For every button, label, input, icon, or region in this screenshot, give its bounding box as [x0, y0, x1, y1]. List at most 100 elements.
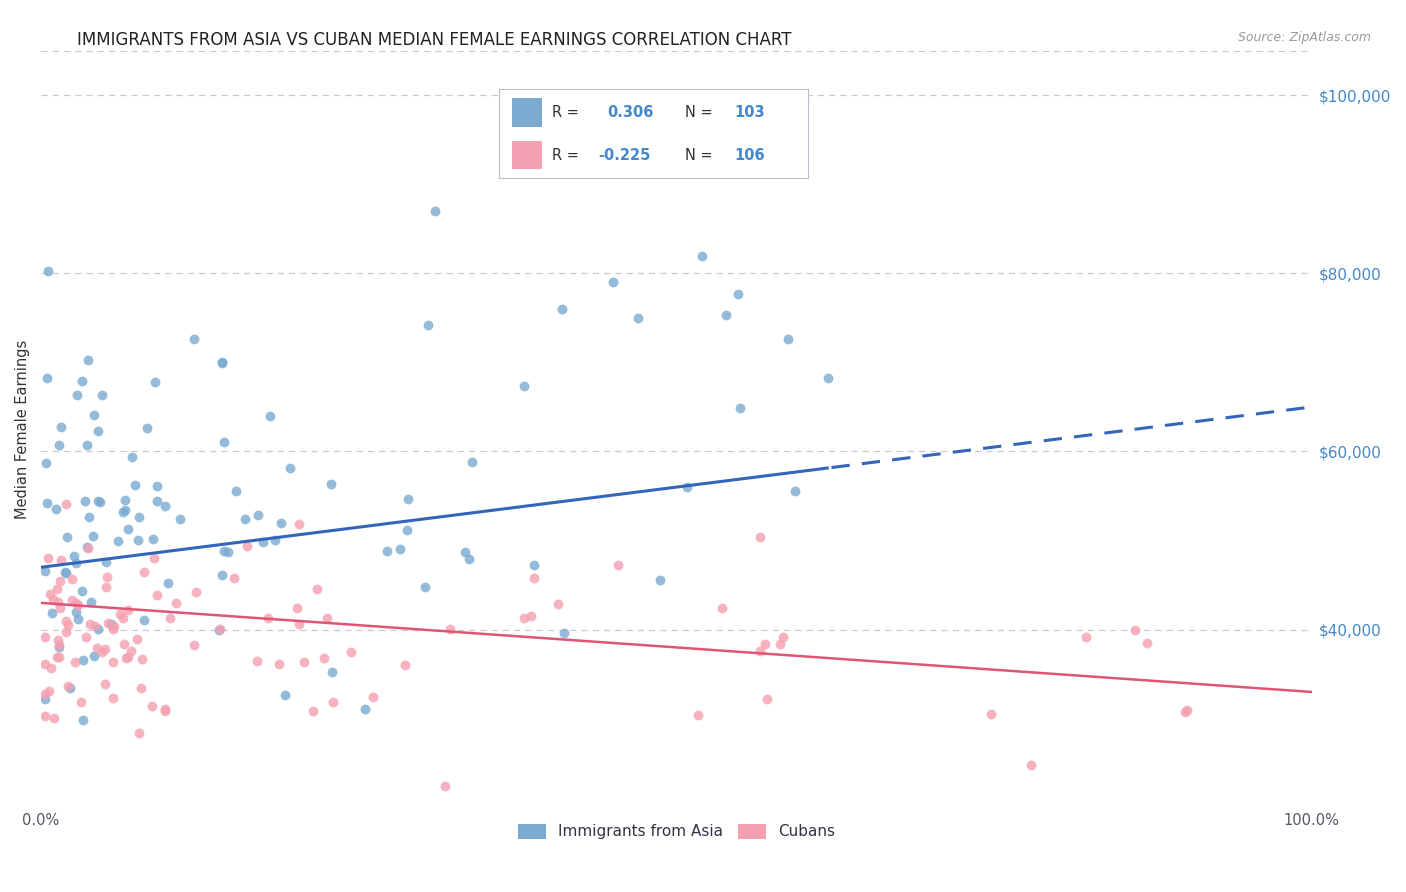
Point: [77, 352, 100, 367]
Point: [606, 558, 628, 572]
Point: [423, 204, 446, 219]
Point: [117, 603, 139, 617]
Point: [754, 637, 776, 651]
Point: [523, 558, 546, 572]
Text: N =: N =: [685, 105, 713, 120]
Point: [65, 556, 87, 570]
Point: [70, 584, 93, 599]
Point: [246, 654, 269, 668]
Point: [121, 450, 143, 464]
Point: [169, 512, 191, 526]
Text: Source: ZipAtlas.com: Source: ZipAtlas.com: [1237, 31, 1371, 45]
Point: [755, 692, 778, 706]
Point: [727, 287, 749, 301]
Point: [107, 533, 129, 548]
Point: [155, 499, 177, 513]
Point: [38, 684, 60, 698]
Y-axis label: Median Female Earnings: Median Female Earnings: [15, 340, 30, 519]
Point: [117, 649, 139, 664]
Point: [37, 264, 59, 278]
Point: [523, 572, 546, 586]
Point: [103, 655, 125, 669]
Point: [42, 711, 65, 725]
Point: [776, 332, 799, 346]
Point: [120, 644, 142, 658]
Point: [1074, 630, 1097, 644]
Point: [117, 523, 139, 537]
Point: [76, 540, 98, 554]
Point: [1174, 706, 1197, 720]
Point: [183, 639, 205, 653]
Point: [222, 571, 245, 585]
Point: [553, 625, 575, 640]
Point: [278, 460, 301, 475]
Point: [75, 630, 97, 644]
Point: [319, 476, 342, 491]
Point: [302, 704, 325, 718]
Point: [103, 619, 125, 633]
Point: [155, 702, 177, 716]
Point: [214, 434, 236, 449]
Point: [76, 438, 98, 452]
Point: [785, 483, 807, 498]
Point: [769, 637, 792, 651]
Point: [89, 495, 111, 509]
Point: [728, 401, 751, 415]
Point: [389, 541, 412, 556]
Point: [34, 687, 56, 701]
Point: [59, 681, 82, 695]
Point: [688, 707, 710, 722]
Bar: [512, 98, 543, 127]
Point: [1019, 758, 1042, 772]
Point: [55, 566, 77, 580]
Point: [377, 544, 399, 558]
Point: [627, 310, 650, 325]
Point: [135, 421, 157, 435]
Point: [72, 713, 94, 727]
Point: [142, 532, 165, 546]
Point: [676, 480, 699, 494]
Point: [457, 552, 479, 566]
Point: [48, 640, 70, 654]
Point: [264, 533, 287, 548]
Point: [143, 376, 166, 390]
Point: [94, 580, 117, 594]
Point: [91, 645, 114, 659]
Point: [46, 649, 69, 664]
Point: [55, 614, 77, 628]
Point: [159, 611, 181, 625]
Point: [394, 658, 416, 673]
Point: [186, 585, 208, 599]
Point: [312, 651, 335, 665]
Point: [454, 545, 477, 559]
Point: [90, 388, 112, 402]
Point: [183, 332, 205, 346]
Point: [87, 622, 110, 636]
Point: [714, 308, 737, 322]
Point: [246, 508, 269, 522]
Point: [56, 679, 79, 693]
Point: [980, 706, 1002, 721]
Text: 0.306: 0.306: [607, 105, 654, 120]
Point: [49, 419, 72, 434]
Point: [34, 692, 56, 706]
Point: [48, 650, 70, 665]
Point: [270, 516, 292, 530]
Point: [100, 616, 122, 631]
Point: [65, 605, 87, 619]
Point: [79, 617, 101, 632]
Point: [650, 573, 672, 587]
Point: [208, 623, 231, 637]
Point: [749, 530, 772, 544]
Point: [252, 535, 274, 549]
Point: [45, 582, 67, 597]
Point: [51, 553, 73, 567]
Point: [416, 318, 439, 332]
Point: [70, 695, 93, 709]
Point: [129, 681, 152, 695]
Point: [259, 409, 281, 423]
Point: [127, 533, 149, 548]
Point: [76, 541, 98, 555]
Point: [55, 625, 77, 640]
Point: [361, 690, 384, 704]
